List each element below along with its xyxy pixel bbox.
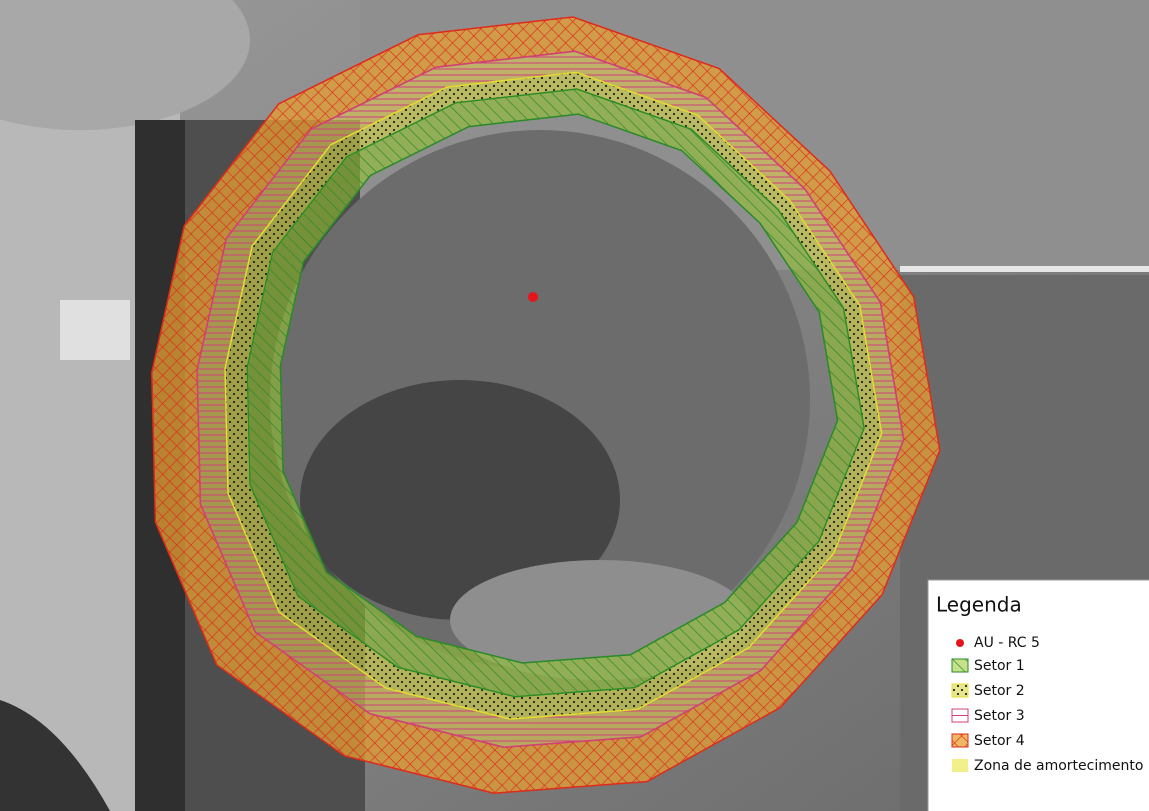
legend-label: Setor 2 (974, 683, 1025, 699)
legend-label: Setor 3 (974, 708, 1025, 724)
sector-rings (151, 16, 941, 794)
setor-1 (246, 88, 865, 698)
legend: Legenda AU - RC 5 Setor 1 Setor 2 Setor … (927, 579, 1149, 811)
legend-label: AU - RC 5 (974, 635, 1040, 651)
legend-swatch (951, 733, 969, 748)
legend-swatch (951, 683, 969, 698)
legend-label: Setor 1 (974, 658, 1025, 674)
legend-label: Setor 4 (974, 733, 1025, 749)
legend-title: Legenda (936, 593, 1022, 617)
legend-swatch (951, 658, 969, 673)
legend-swatch (952, 759, 968, 772)
legend-label: Zona de amortecimento (974, 758, 1143, 774)
au-point (528, 292, 538, 302)
legend-swatch (956, 639, 964, 647)
